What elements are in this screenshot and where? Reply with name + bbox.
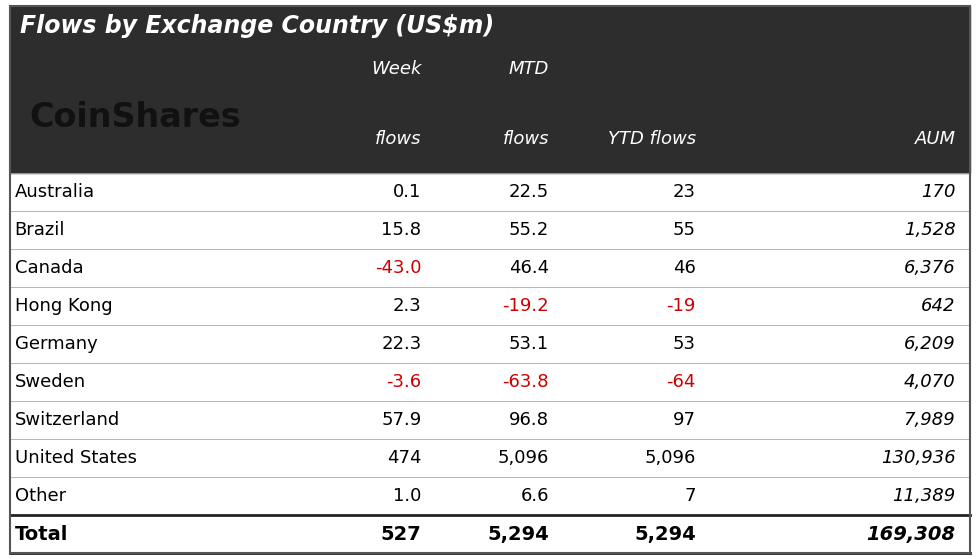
Text: 0.1: 0.1: [393, 183, 421, 201]
Text: 4,070: 4,070: [904, 373, 956, 391]
Text: Flows by Exchange Country (US$m): Flows by Exchange Country (US$m): [20, 14, 494, 38]
Text: 53: 53: [673, 335, 696, 353]
Text: 1,528: 1,528: [904, 221, 956, 239]
Text: 642: 642: [921, 297, 956, 315]
Text: 6.6: 6.6: [520, 487, 549, 505]
Text: YTD flows: YTD flows: [608, 130, 696, 148]
Text: Germany: Germany: [15, 335, 97, 353]
Text: Switzerland: Switzerland: [15, 411, 120, 429]
Text: 7,989: 7,989: [904, 411, 956, 429]
Text: 22.5: 22.5: [509, 183, 549, 201]
Text: 6,376: 6,376: [904, 259, 956, 277]
Text: 97: 97: [673, 411, 696, 429]
Text: Canada: Canada: [15, 259, 83, 277]
Text: -63.8: -63.8: [503, 373, 549, 391]
Text: Hong Kong: Hong Kong: [15, 297, 113, 315]
Text: 55: 55: [673, 221, 696, 239]
Text: United States: United States: [15, 449, 136, 467]
Text: 96.8: 96.8: [509, 411, 549, 429]
Text: 15.8: 15.8: [381, 221, 421, 239]
Text: 169,308: 169,308: [866, 525, 956, 544]
Text: 2.3: 2.3: [393, 297, 421, 315]
Text: Sweden: Sweden: [15, 373, 86, 391]
Text: Week: Week: [371, 60, 421, 78]
Text: AUM: AUM: [914, 130, 956, 148]
Text: -43.0: -43.0: [375, 259, 421, 277]
Text: 5,294: 5,294: [487, 525, 549, 544]
Text: -19: -19: [666, 297, 696, 315]
Text: 57.9: 57.9: [381, 411, 421, 429]
Text: 474: 474: [387, 449, 421, 467]
Text: 46: 46: [673, 259, 696, 277]
Text: Brazil: Brazil: [15, 221, 66, 239]
Text: 170: 170: [921, 183, 956, 201]
Text: 5,096: 5,096: [498, 449, 549, 467]
Text: Total: Total: [15, 525, 68, 544]
Text: 22.3: 22.3: [381, 335, 421, 353]
Text: flows: flows: [503, 130, 549, 148]
Text: 7: 7: [684, 487, 696, 505]
Text: 130,936: 130,936: [881, 449, 956, 467]
Text: 5,294: 5,294: [634, 525, 696, 544]
Text: 53.1: 53.1: [509, 335, 549, 353]
Text: -19.2: -19.2: [502, 297, 549, 315]
Text: 23: 23: [673, 183, 696, 201]
Text: 527: 527: [380, 525, 421, 544]
Text: Other: Other: [15, 487, 66, 505]
Text: 1.0: 1.0: [393, 487, 421, 505]
Text: CoinShares: CoinShares: [29, 101, 241, 134]
Text: 11,389: 11,389: [892, 487, 956, 505]
Text: MTD: MTD: [509, 60, 549, 78]
Text: 5,096: 5,096: [645, 449, 696, 467]
Text: Australia: Australia: [15, 183, 95, 201]
Text: 55.2: 55.2: [509, 221, 549, 239]
Text: 46.4: 46.4: [509, 259, 549, 277]
Text: 6,209: 6,209: [904, 335, 956, 353]
Text: flows: flows: [375, 130, 421, 148]
Text: -64: -64: [666, 373, 696, 391]
Text: -3.6: -3.6: [386, 373, 421, 391]
